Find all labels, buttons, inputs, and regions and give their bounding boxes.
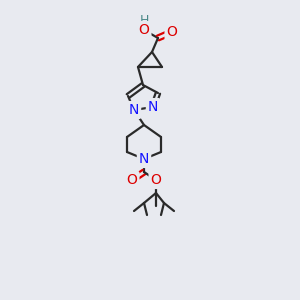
Text: H: H [139,14,149,26]
Text: N: N [148,100,158,114]
Text: O: O [127,173,137,187]
Text: O: O [167,25,177,39]
Text: N: N [129,103,139,117]
Text: O: O [151,173,161,187]
Text: N: N [139,152,149,166]
Text: O: O [139,23,149,37]
